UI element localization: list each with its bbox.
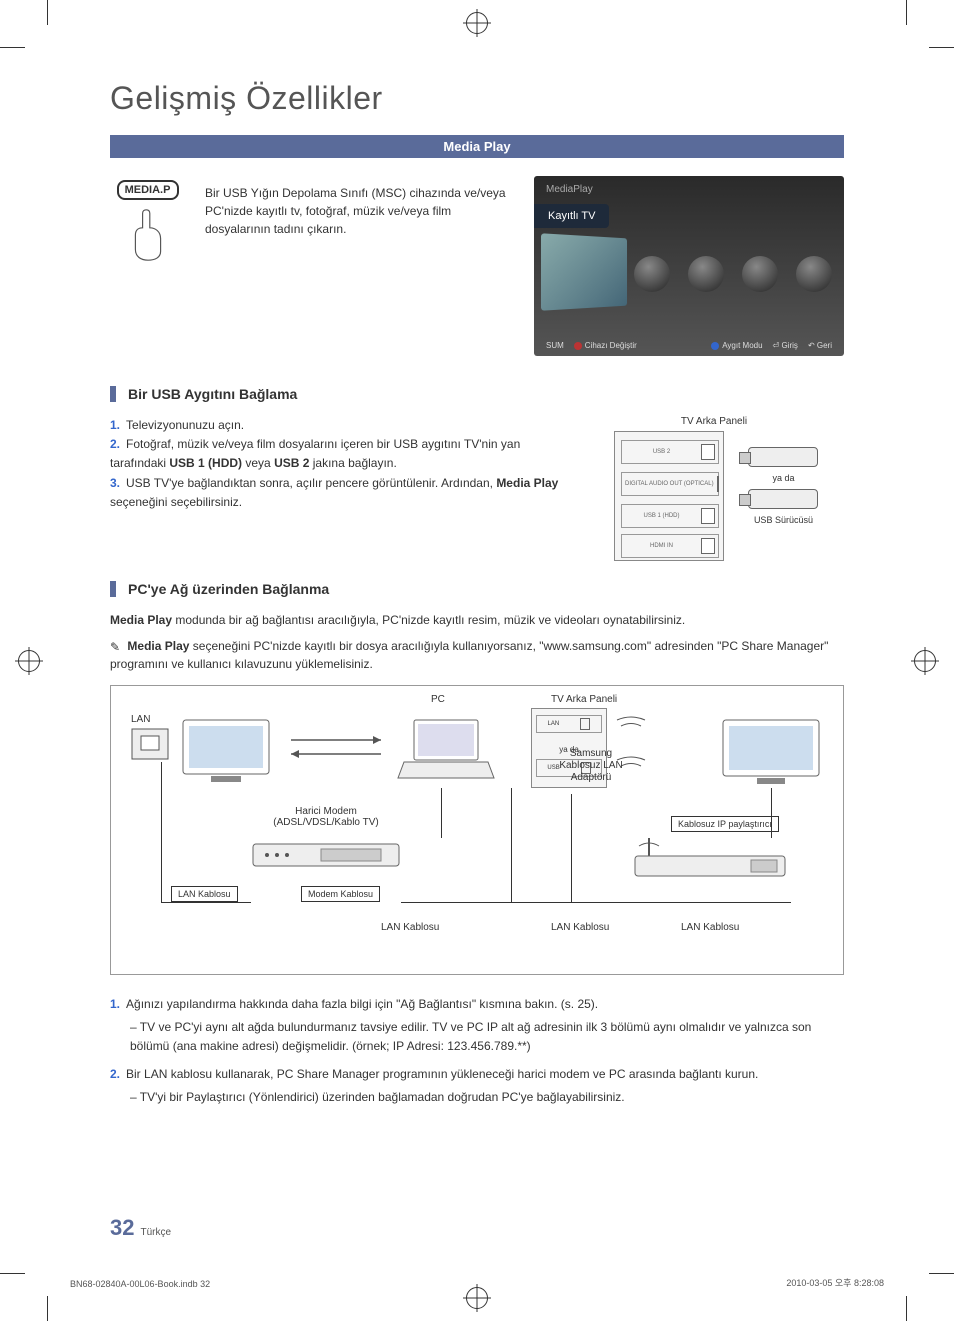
usb-step-1: 1.Televizyonunuzu açın. [110,416,564,435]
registration-mark [914,650,936,672]
usb-drive-icon [748,447,818,467]
tv-category-icon [796,256,832,292]
usb-step-2: 2.Fotoğraf, müzik ve/veya film dosyaları… [110,435,564,473]
registration-mark [466,12,488,34]
pc-note-text: ✎ Media Play seçeneğini PC'nizde kayıtlı… [110,637,844,673]
media-p-button: MEDIA.P [117,180,179,200]
panel-caption: TV Arka Paneli [584,416,844,427]
tv-category-icon [634,256,670,292]
page-title: Gelişmiş Özellikler [110,80,844,117]
footer-timestamp: 2010-03-05 오후 8:28:08 [786,1276,884,1289]
section-bar: Media Play [110,135,844,158]
hand-icon [130,206,166,264]
bidir-arrow-icon [281,732,391,762]
tv-footer-sum: SUM [546,341,564,350]
pc-intro-text: Media Play modunda bir ağ bağlantısı ara… [110,611,844,629]
modem-icon [251,836,401,876]
or-label: ya da [728,473,838,483]
note-icon: ✎ [110,638,120,656]
tv-active-tab: Kayıtlı TV [534,204,609,228]
lan-label: LAN [131,714,150,725]
pc-section-heading: PC'ye Ağ üzerinden Bağlanma [110,581,844,597]
tv-footer-d: Aygıt Modu [722,341,762,350]
lan-cable-label: LAN Kablosu [681,922,739,933]
router-icon [631,836,791,886]
usb-step-3: 3.USB TV'ye bağlandıktan sonra, açılır p… [110,474,564,512]
footer-filename: BN68-02840A-00L06-Book.indb 32 [70,1279,210,1289]
usb-section-heading: Bir USB Aygıtını Bağlama [110,386,844,402]
tv-icon [181,718,271,788]
laptop-icon [396,716,496,786]
intro-text: Bir USB Yığın Depolama Sınıfı (MSC) ciha… [205,176,514,356]
tv-screenshot: MediaPlay Kayıtlı TV SUM Cihazı Değiştir… [534,176,844,356]
adapter-label: Samsung Kablosuz LAN Adaptörü [551,748,631,784]
modem-cable-label: Modem Kablosu [301,886,380,902]
tv-footer-enter: Giriş [781,341,797,350]
usb-drive-label: USB Sürücüsü [728,515,838,525]
lan-cable-label: LAN Kablosu [381,922,439,933]
tv-category-icon [742,256,778,292]
net-step-2: 2.Bir LAN kablosu kullanarak, PC Share M… [110,1065,844,1107]
lan-cable-label: LAN Kablosu [171,886,238,902]
page-number: 32 Türkçe [110,1215,171,1241]
network-diagram: PC TV Arka Paneli LAN LAN ya da USB Sams… [110,685,844,975]
tv-back-panel-diagram: TV Arka Paneli USB 2 DIGITAL AUDIO OUT (… [584,416,844,561]
tv-icon [721,718,821,788]
modem-label: Harici Modem (ADSL/VDSL/Kablo TV) [256,806,396,828]
tv-panel-label: TV Arka Paneli [551,694,617,705]
pc-label: PC [431,694,445,705]
net-step-1: 1.Ağınızı yapılandırma hakkında daha faz… [110,995,844,1057]
usb-drive-icon [748,489,818,509]
router-label: Kablosuz IP paylaştırıcı [671,816,779,832]
lan-port-icon [131,728,169,760]
registration-mark [18,650,40,672]
lan-cable-label: LAN Kablosu [551,922,609,933]
registration-mark [466,1287,488,1309]
tv-footer-return: Geri [817,341,832,350]
tv-footer-a: Cihazı Değiştir [585,341,637,350]
tv-category-icon [688,256,724,292]
tv-thumbnail [541,233,627,310]
tv-header: MediaPlay [546,184,593,195]
remote-button-illustration: MEDIA.P [110,176,185,276]
